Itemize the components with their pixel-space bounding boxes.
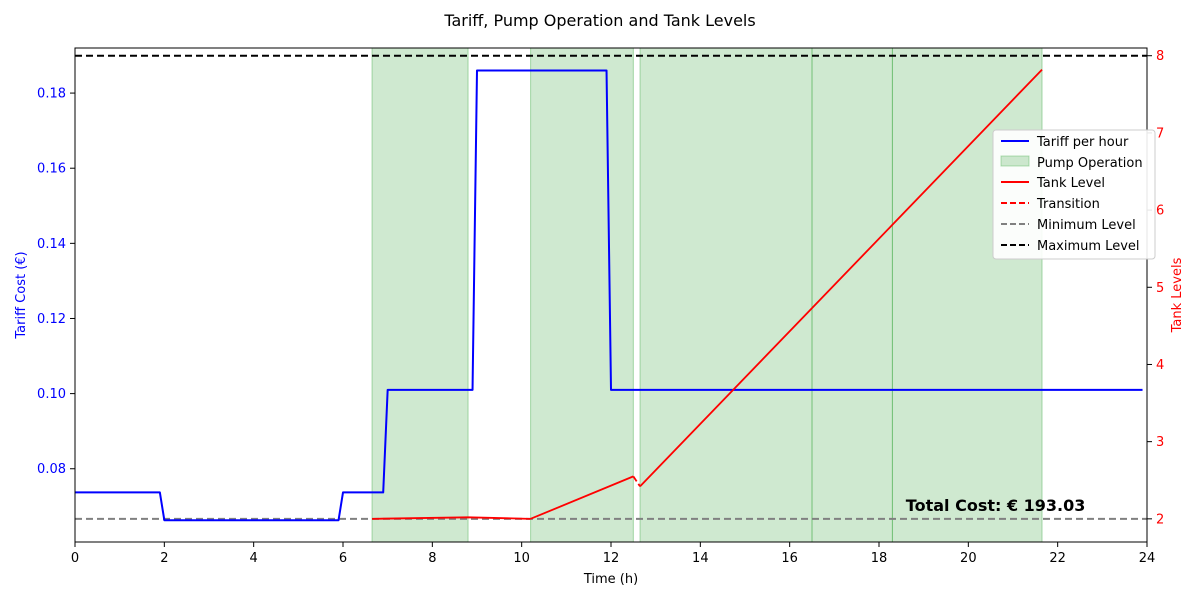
pump-band-1 xyxy=(530,47,634,543)
legend-label-tank: Tank Level xyxy=(1036,176,1105,191)
y-right-tick-label-3: 5 xyxy=(1156,281,1164,296)
legend: Tariff per hour Pump Operation Tank Leve… xyxy=(992,129,1156,260)
x-tick-label-8: 16 xyxy=(781,551,798,566)
y-left-tick-label-3: 0.14 xyxy=(37,237,66,252)
x-tick-label-4: 8 xyxy=(428,551,436,566)
legend-frame xyxy=(992,129,1156,260)
y-axis-right-title: Tank Levels xyxy=(1170,257,1185,333)
y-right-tick-label-5: 7 xyxy=(1156,126,1164,141)
x-tick-label-2: 4 xyxy=(250,551,258,566)
x-tick-label-10: 20 xyxy=(960,551,977,566)
tank-level-segment-0 xyxy=(372,516,531,520)
pump-band-4 xyxy=(891,47,1043,543)
y-right-tick-label-4: 6 xyxy=(1156,204,1164,219)
legend-label-min: Minimum Level xyxy=(1037,218,1136,233)
y-left-tick-label-0: 0.08 xyxy=(37,462,66,477)
x-axis: 0 2 4 6 8 10 12 14 16 18 20 22 24 xyxy=(71,542,1155,566)
total-cost-annotation: Total Cost: € 193.03 xyxy=(906,496,1086,515)
x-tick-label-7: 14 xyxy=(692,551,709,566)
x-tick-label-3: 6 xyxy=(339,551,347,566)
x-tick-label-11: 22 xyxy=(1049,551,1066,566)
x-tick-label-12: 24 xyxy=(1139,551,1156,566)
tank-level-segment-1 xyxy=(530,475,634,520)
chart-title: Tariff, Pump Operation and Tank Levels xyxy=(443,11,755,30)
y-right-tick-label-6: 8 xyxy=(1156,49,1164,64)
pump-operation-bands xyxy=(371,47,1043,543)
tank-level-segment-2 xyxy=(639,68,1043,488)
tariff-line xyxy=(75,69,1143,522)
y-right-tick-label-2: 4 xyxy=(1156,358,1164,373)
y-axis-left-title: Tariff Cost (€) xyxy=(14,251,29,339)
series-lines xyxy=(75,68,1143,522)
x-tick-label-6: 12 xyxy=(603,551,620,566)
legend-label-tariff: Tariff per hour xyxy=(1036,135,1129,150)
transition-line xyxy=(632,475,641,487)
y-left-tick-label-2: 0.12 xyxy=(37,312,66,327)
legend-label-max: Maximum Level xyxy=(1037,239,1140,254)
y-right-tick-label-0: 2 xyxy=(1156,512,1164,527)
legend-label-transition: Transition xyxy=(1036,197,1100,212)
x-tick-label-1: 2 xyxy=(160,551,168,566)
x-tick-label-5: 10 xyxy=(513,551,530,566)
y-left-tick-label-5: 0.18 xyxy=(37,87,66,102)
x-axis-title: Time (h) xyxy=(583,572,638,587)
y-axis-right: 2 3 4 5 6 7 8 xyxy=(1147,49,1164,527)
y-left-tick-label-1: 0.10 xyxy=(37,387,66,402)
y-axis-left: 0.08 0.10 0.12 0.14 0.16 0.18 xyxy=(37,87,75,477)
legend-label-pump: Pump Operation xyxy=(1037,156,1143,171)
reference-lines xyxy=(75,54,1147,520)
x-tick-label-0: 0 xyxy=(71,551,79,566)
legend-key-pump xyxy=(1000,155,1030,167)
x-tick-label-9: 18 xyxy=(871,551,888,566)
y-left-tick-label-4: 0.16 xyxy=(37,162,66,177)
pump-band-0 xyxy=(371,47,469,543)
pump-band-2 xyxy=(639,47,813,543)
y-right-tick-label-1: 3 xyxy=(1156,435,1164,450)
